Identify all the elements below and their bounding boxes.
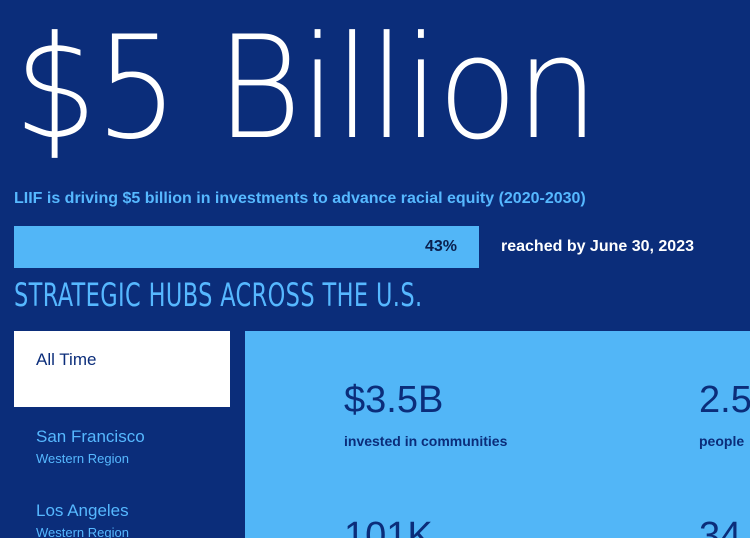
hub-item-los-angeles[interactable]: Los Angeles Western Region (14, 500, 230, 538)
stat-value: 34 (699, 515, 742, 538)
stats-panel: $3.5B invested in communities 2.5 people… (245, 331, 750, 538)
progress-percent: 43% (424, 238, 457, 255)
subtitle: LIIF is driving $5 billion in investment… (14, 190, 586, 207)
stat-card: 34 (699, 517, 741, 538)
progress-fill (14, 226, 479, 268)
stat-value: 2.5 (699, 379, 750, 421)
hub-item-region: Western Region (36, 451, 129, 466)
stat-value: $3.5B (344, 379, 444, 421)
hub-item-name: San Francisco (36, 427, 145, 446)
stat-card: $3.5B invested in communities (344, 381, 507, 449)
progress-bar: 43% reached by June 30, 2023 (14, 226, 750, 268)
progress-label: reached by June 30, 2023 (501, 238, 694, 255)
hub-item-region: Western Region (36, 525, 129, 538)
stat-card: 101K (344, 517, 433, 538)
stat-value: 101K (344, 515, 433, 538)
stat-label: people (699, 433, 745, 449)
hub-item-label: All Time (36, 350, 97, 369)
hero-title: $5 Billion (14, 6, 599, 171)
stat-label: invested in communities (344, 433, 508, 449)
hub-list: All Time San Francisco Western Region Lo… (14, 331, 230, 538)
hub-item-name: Los Angeles (36, 501, 129, 520)
stat-card: 2.5 people (699, 381, 750, 449)
hub-item-all-time[interactable]: All Time (14, 331, 230, 407)
hub-item-san-francisco[interactable]: San Francisco Western Region (14, 426, 230, 470)
section-title: STRATEGIC HUBS ACROSS THE U.S. (14, 276, 423, 314)
